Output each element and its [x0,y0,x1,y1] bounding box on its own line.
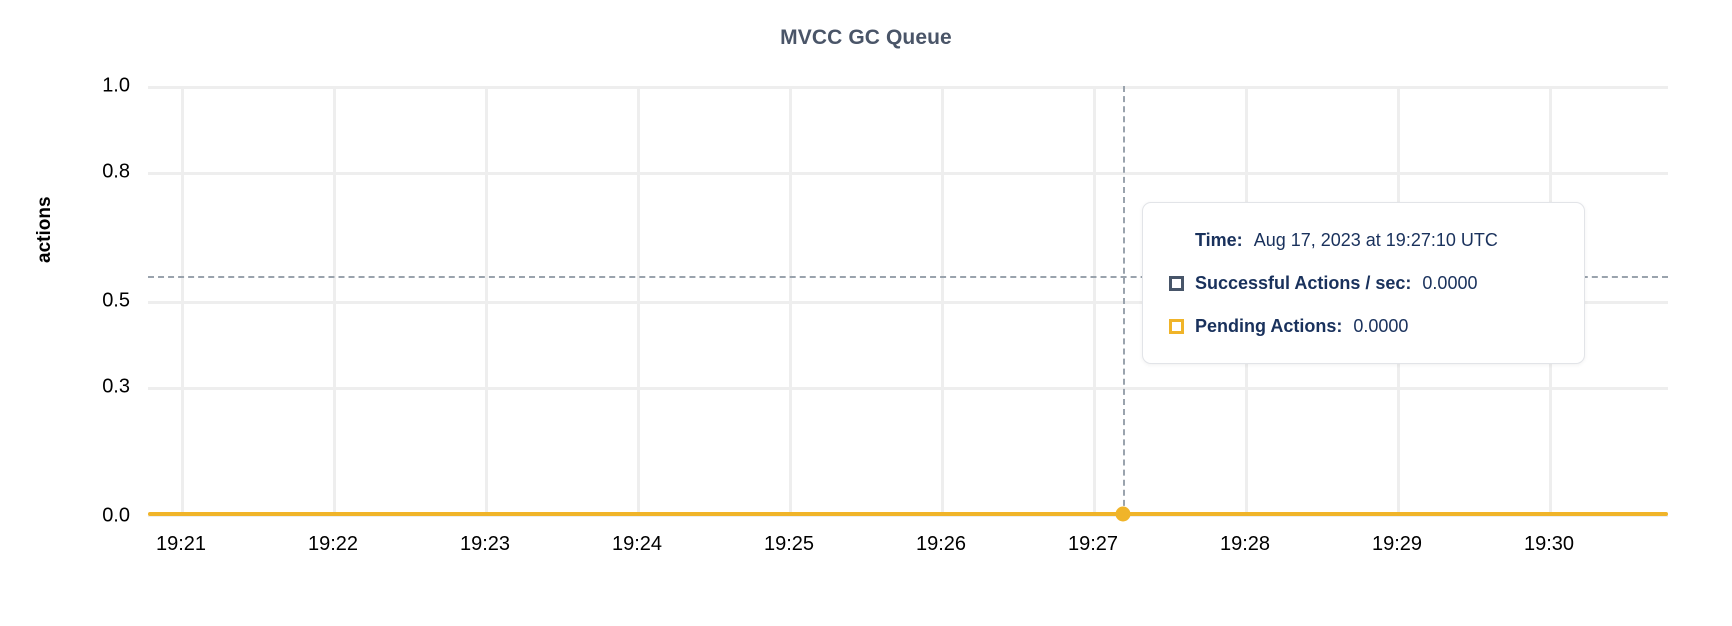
x-tick-label: 19:27 [1067,533,1119,555]
gridline-vertical [485,86,488,516]
x-tick-label: 19:21 [155,533,207,555]
gridline-vertical [1093,86,1096,516]
tooltip-series-label: Pending Actions: [1195,315,1343,336]
gridline-vertical [789,86,792,516]
legend-swatch-icon-pending-actions [1169,318,1184,334]
y-tick-label: 0.8 [102,160,130,183]
tooltip-series-value: 0.0000 [1422,272,1478,293]
tooltip-series-label: Successful Actions / sec: [1195,272,1412,293]
gridline-vertical [941,86,944,516]
x-tick-label: 19:28 [1219,533,1271,555]
gridline-horizontal [148,86,1668,89]
y-tick-label: 0.5 [102,289,130,312]
chart-title: MVCC GC Queue [780,26,952,49]
series-line-pending-actions [148,512,1668,516]
y-axis-tick-labels: 1.0 0.8 0.5 0.3 0.0 [0,75,130,527]
gridline-horizontal [148,172,1668,175]
gridline-vertical [333,86,336,516]
x-tick-label: 19:25 [763,533,815,555]
gridline-vertical [181,86,184,516]
x-axis-tick-labels: 19:21 19:22 19:23 19:24 19:25 19:26 19:2… [148,533,1668,563]
y-tick-label: 1.0 [102,74,130,97]
x-tick-label: 19:22 [307,533,359,555]
tooltip-time-value: Aug 17, 2023 at 19:27:10 UTC [1253,229,1498,250]
legend-swatch-icon-successful-actions [1169,275,1184,291]
crosshair-vertical [1123,86,1125,516]
x-tick-label: 19:23 [459,533,511,555]
x-tick-label: 19:24 [611,533,663,555]
y-tick-label: 0.0 [102,504,130,527]
gridline-horizontal [148,301,1668,304]
x-tick-label: 19:30 [1523,533,1575,555]
x-tick-label: 19:26 [915,533,967,555]
tooltip-series-row-successful-actions: Successful Actions / sec: 0.0000 [1169,270,1558,296]
hover-point-marker[interactable] [1115,506,1131,522]
gridline-horizontal [148,387,1668,390]
crosshair-horizontal [148,276,1668,278]
y-tick-label: 0.3 [102,375,130,398]
tooltip-series-row-pending-actions: Pending Actions: 0.0000 [1169,313,1558,339]
tooltip-time-row: Time: Aug 17, 2023 at 19:27:10 UTC [1169,227,1558,253]
tooltip-series-value: 0.0000 [1353,315,1409,336]
gridline-vertical [637,86,640,516]
hover-tooltip: Time: Aug 17, 2023 at 19:27:10 UTC Succe… [1142,202,1585,364]
tooltip-time-label: Time: [1195,229,1243,250]
x-tick-label: 19:29 [1371,533,1423,555]
